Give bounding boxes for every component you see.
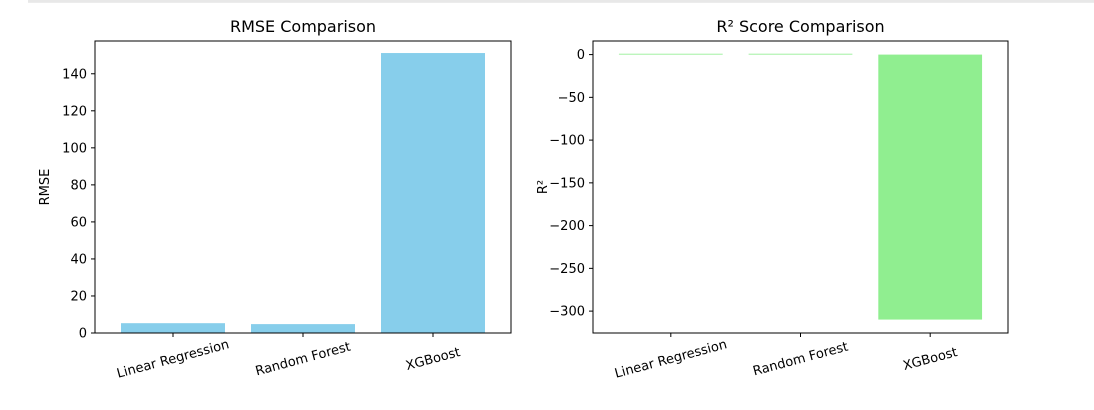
rmse-bar-random-forest [251, 324, 355, 333]
r2-ytick-label: −200 [549, 219, 585, 234]
r2-ytick-label: 0 [577, 48, 585, 63]
r2-bar-random-forest [748, 53, 853, 55]
rmse-ytick-label: 20 [70, 289, 87, 304]
r2-ytick-label: −300 [549, 305, 585, 320]
r2-y-axis-label: R² [536, 180, 551, 194]
rmse-ytick-label: 0 [79, 327, 87, 342]
r2-ytick-label: −50 [558, 91, 585, 106]
rmse-ytick-label: 120 [62, 104, 87, 119]
r2-ytick-label: −100 [549, 134, 585, 149]
rmse-bar-xgboost [381, 53, 485, 333]
rmse-bar-linear-regression [121, 323, 225, 333]
rmse-ytick-label: 40 [70, 252, 87, 267]
r2-ytick-label: −150 [549, 176, 585, 191]
rmse-ytick-label: 140 [62, 67, 87, 82]
r2-ytick-label: −250 [549, 262, 585, 277]
top-divider [28, 0, 1094, 3]
rmse-xtick-label: Linear Regression [115, 337, 231, 381]
r2-bar-xgboost [878, 54, 983, 320]
rmse-y-axis-label: RMSE [38, 169, 53, 206]
rmse-ytick-label: 100 [62, 141, 87, 156]
rmse-ytick-label: 60 [70, 215, 87, 230]
r2-chart: 0 −50 −100 −150 −200 −250 −300 Linear Regressio… [536, 17, 1009, 382]
rmse-xtick-label: XGBoost [404, 345, 462, 374]
r2-xtick-label: Linear Regression [613, 337, 729, 381]
rmse-ytick-label: 80 [70, 178, 87, 193]
r2-xtick-label: XGBoost [901, 345, 959, 374]
r2-bar-linear-regression [618, 53, 723, 55]
r2-chart-title: R² Score Comparison [716, 17, 884, 36]
rmse-xtick-label: Random Forest [254, 340, 352, 380]
rmse-chart: 0 20 40 60 80 100 120 140 Linear Regression Rando… [38, 17, 512, 382]
r2-xtick-label: Random Forest [751, 340, 849, 380]
rmse-chart-title: RMSE Comparison [230, 17, 376, 36]
